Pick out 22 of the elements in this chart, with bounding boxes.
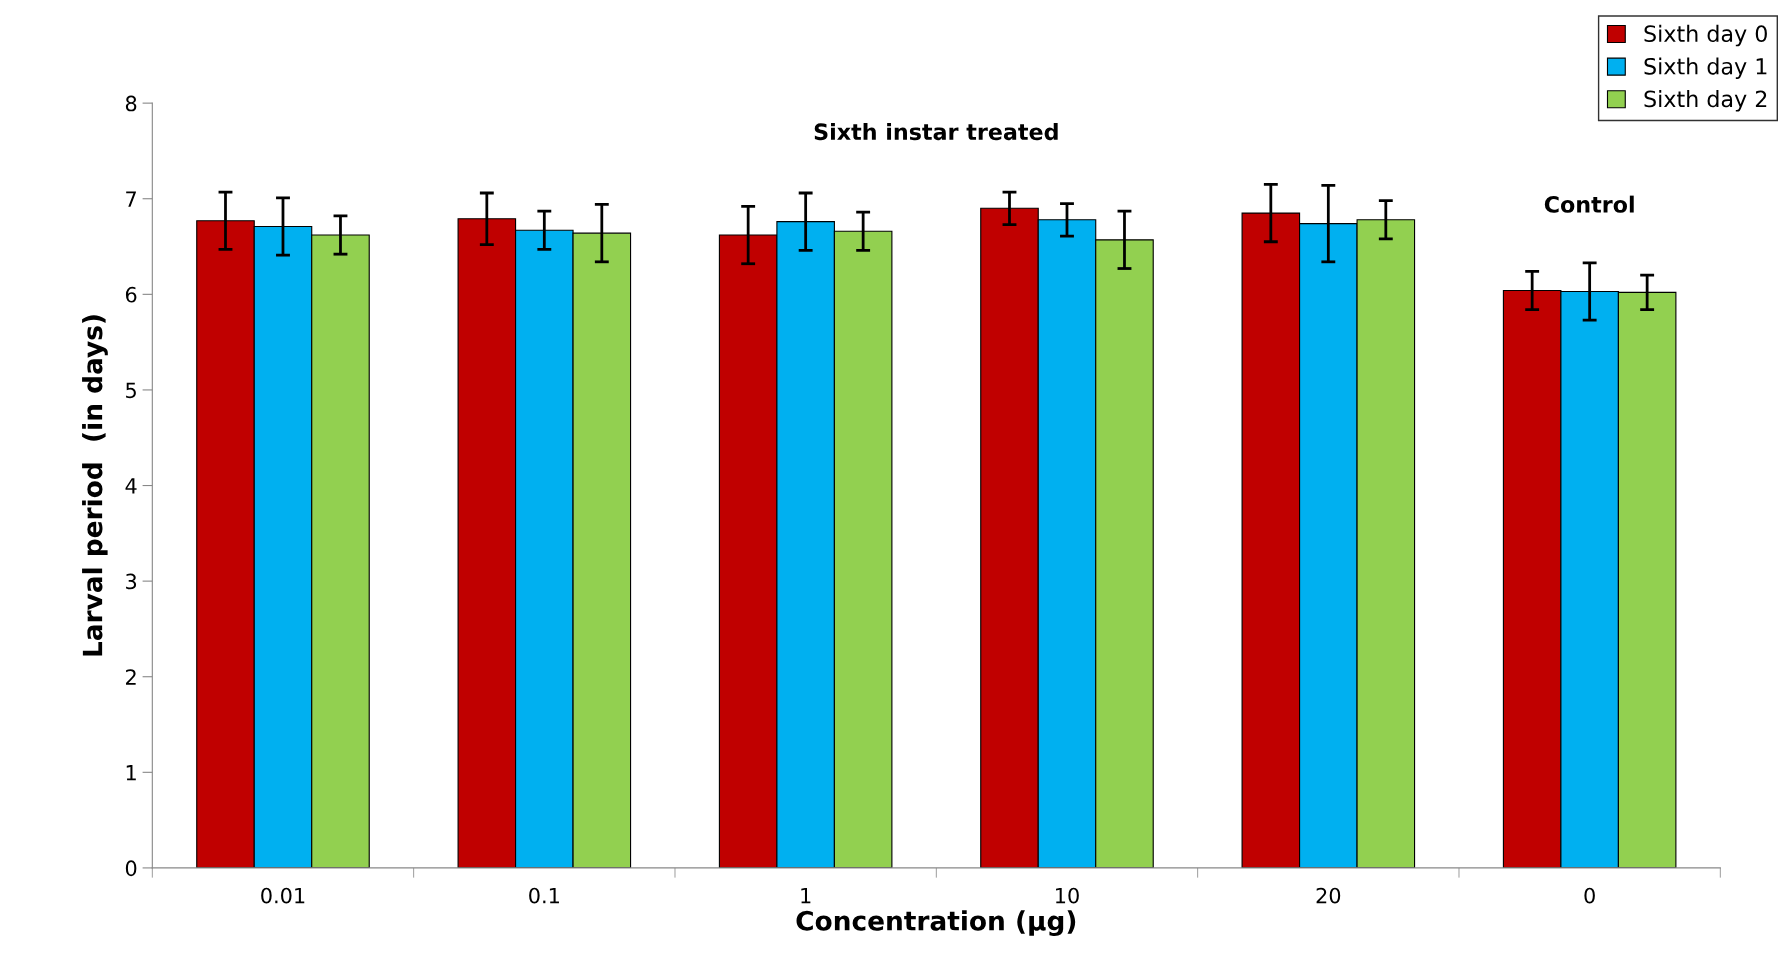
x-axis-title: Concentration (µg): [796, 910, 1076, 937]
y-tick-label: 5: [126, 382, 136, 399]
x-tick-label: 20: [1316, 887, 1341, 904]
y-tick-label: 3: [126, 573, 137, 590]
y-tick-label: 7: [126, 191, 136, 207]
annotation: Control: [1544, 195, 1634, 213]
y-axis-title: Larval period (in days): [82, 315, 108, 656]
legend-label: Sixth day 2: [1644, 90, 1767, 112]
y-tick-label: 0: [125, 860, 137, 877]
legend-label: Sixth day 0: [1644, 24, 1767, 47]
y-tick-label: 8: [125, 95, 137, 112]
y-tick-label: 6: [125, 286, 137, 303]
annotation: Sixth instar treated: [814, 122, 1058, 141]
legend-label: Sixth day 1: [1644, 57, 1767, 79]
x-tick-label: 1: [801, 888, 811, 904]
y-tick-label: 1: [126, 765, 136, 781]
x-tick-label: 10: [1056, 887, 1079, 904]
y-tick-label: 4: [125, 478, 137, 494]
x-tick-label: 0.1: [529, 887, 559, 904]
y-tick-label: 2: [126, 669, 136, 685]
x-tick-label: 0.01: [261, 887, 305, 904]
x-tick-label: 0: [1584, 887, 1595, 904]
